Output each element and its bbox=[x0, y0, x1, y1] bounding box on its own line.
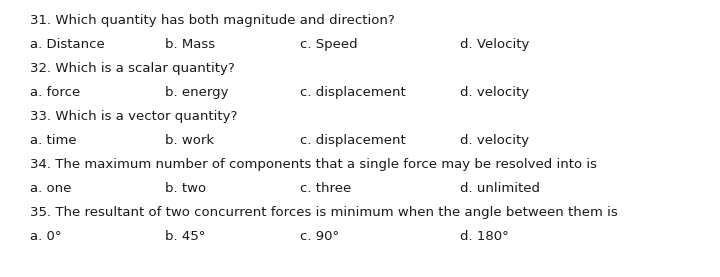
Text: d. 180°: d. 180° bbox=[460, 230, 509, 243]
Text: b. 45°: b. 45° bbox=[165, 230, 205, 243]
Text: 35. The resultant of two concurrent forces is minimum when the angle between the: 35. The resultant of two concurrent forc… bbox=[30, 206, 618, 219]
Text: a. 0°: a. 0° bbox=[30, 230, 61, 243]
Text: c. Speed: c. Speed bbox=[300, 38, 358, 51]
Text: d. Velocity: d. Velocity bbox=[460, 38, 529, 51]
Text: 32. Which is a scalar quantity?: 32. Which is a scalar quantity? bbox=[30, 62, 235, 75]
Text: 33. Which is a vector quantity?: 33. Which is a vector quantity? bbox=[30, 110, 238, 123]
Text: c. three: c. three bbox=[300, 182, 351, 195]
Text: a. time: a. time bbox=[30, 134, 76, 147]
Text: a. Distance: a. Distance bbox=[30, 38, 104, 51]
Text: a. one: a. one bbox=[30, 182, 71, 195]
Text: b. energy: b. energy bbox=[165, 86, 228, 99]
Text: c. displacement: c. displacement bbox=[300, 86, 406, 99]
Text: b. two: b. two bbox=[165, 182, 206, 195]
Text: c. displacement: c. displacement bbox=[300, 134, 406, 147]
Text: c. 90°: c. 90° bbox=[300, 230, 339, 243]
Text: d. velocity: d. velocity bbox=[460, 86, 529, 99]
Text: d. unlimited: d. unlimited bbox=[460, 182, 540, 195]
Text: 31. Which quantity has both magnitude and direction?: 31. Which quantity has both magnitude an… bbox=[30, 14, 395, 27]
Text: 34. The maximum number of components that a single force may be resolved into is: 34. The maximum number of components tha… bbox=[30, 158, 597, 171]
Text: b. Mass: b. Mass bbox=[165, 38, 215, 51]
Text: b. work: b. work bbox=[165, 134, 214, 147]
Text: d. velocity: d. velocity bbox=[460, 134, 529, 147]
Text: a. force: a. force bbox=[30, 86, 80, 99]
